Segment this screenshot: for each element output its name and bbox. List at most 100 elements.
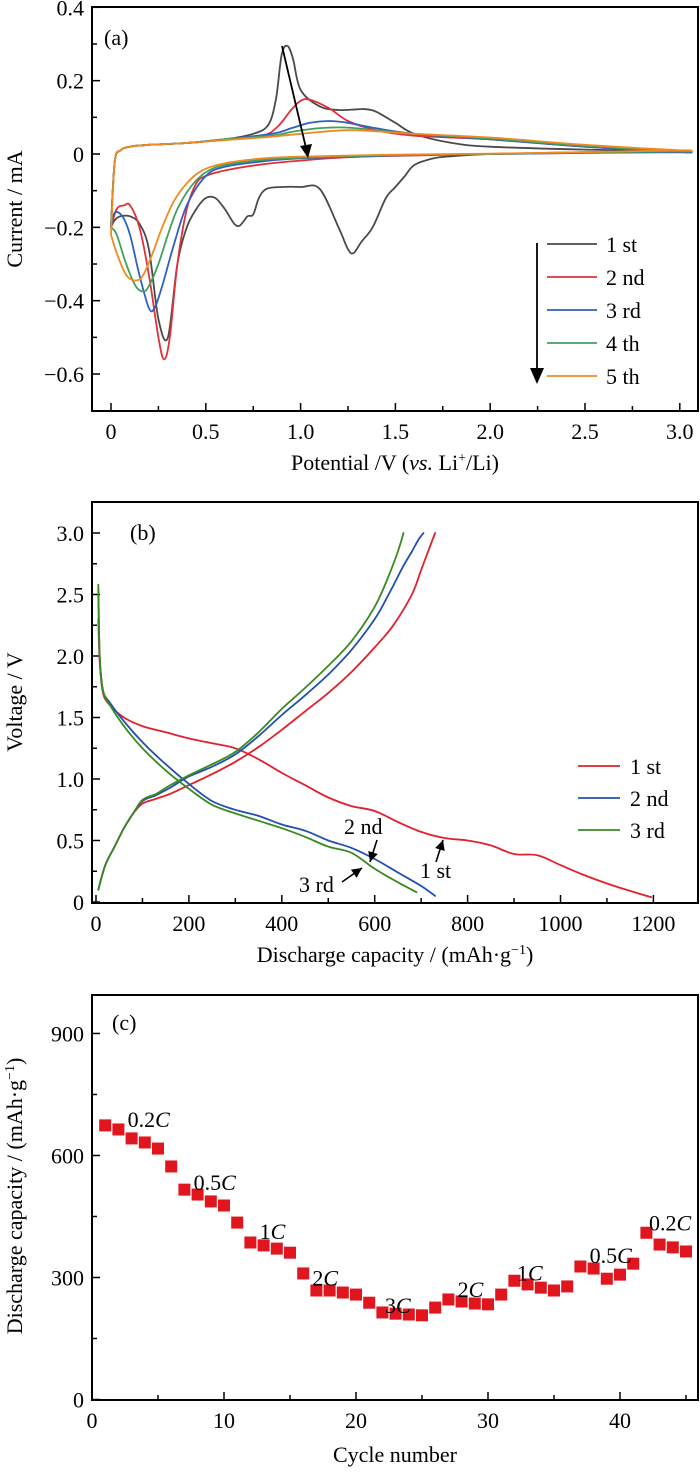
panel-b-plot-frame xyxy=(91,501,699,904)
y-tick-label: 900 xyxy=(51,1021,84,1046)
rate-label: 2C xyxy=(312,1266,338,1291)
panel-c-y-axis-label: Discharge capacity / (mAh·g−1) xyxy=(2,1058,27,1335)
x-tick-label: 800 xyxy=(451,911,484,936)
data-point xyxy=(666,1241,679,1254)
data-point xyxy=(442,1293,455,1306)
data-point xyxy=(350,1288,362,1301)
panel-b-charge-discharge: 0 200 400 600 800 1000 1200 0 0.5 1.0 1.5 2.0 2.5 3.0… xyxy=(2,501,699,967)
legend-label: 1 st xyxy=(630,754,661,779)
panel-a-ticks: 0 0.5 1.0 1.5 2.0 2.5 3.0 0.4 0.2 0 −0.2 −0.4 −0.6 xyxy=(44,0,693,444)
data-point xyxy=(587,1262,600,1275)
discharge-curve-3 xyxy=(97,583,418,894)
y-tick-label: 0 xyxy=(73,890,84,915)
data-point xyxy=(336,1286,349,1299)
x-tick-label: 0.5 xyxy=(192,419,220,444)
annotation-arrowhead xyxy=(368,850,378,862)
x-tick-label: 3.0 xyxy=(666,419,694,444)
data-point xyxy=(191,1188,204,1201)
cv-curve-1 xyxy=(110,44,693,342)
data-point xyxy=(310,1284,323,1297)
panel-a-cv-curves: 0 0.5 1.0 1.5 2.0 2.5 3.0 0.4 0.2 0 −0.2 −0.4 −0.6 (… xyxy=(2,0,699,475)
data-point xyxy=(204,1195,217,1208)
x-tick-label: 600 xyxy=(358,911,391,936)
y-tick-label: 3.0 xyxy=(57,521,85,546)
x-tick-label: 10 xyxy=(213,1408,235,1433)
y-tick-label: 0.4 xyxy=(57,0,85,20)
data-point xyxy=(231,1216,244,1229)
y-tick-label: 0 xyxy=(73,1388,84,1413)
data-point xyxy=(297,1267,310,1280)
y-tick-label: 0 xyxy=(73,142,84,167)
rate-label: 0.2C xyxy=(128,1107,171,1132)
data-point xyxy=(112,1123,125,1136)
y-tick-label: 0.5 xyxy=(57,829,85,854)
x-tick-label: 1.0 xyxy=(287,419,315,444)
data-point xyxy=(482,1298,494,1311)
discharge-curve-2 xyxy=(97,587,436,897)
x-tick-label: 2.5 xyxy=(571,419,599,444)
y-tick-label: 0.2 xyxy=(57,69,85,94)
rate-label: 3C xyxy=(385,1293,411,1318)
data-point xyxy=(99,1119,112,1132)
data-point xyxy=(468,1297,481,1310)
panel-b-annotations: 2 nd 3 rd 1 st xyxy=(299,814,451,897)
data-point xyxy=(284,1246,296,1259)
y-tick-label: 2.5 xyxy=(57,583,85,608)
y-tick-label: −0.2 xyxy=(44,215,84,240)
data-point xyxy=(534,1281,547,1294)
legend-label: 1 st xyxy=(606,232,637,257)
charge-curve-3 xyxy=(97,532,405,891)
panel-b-ticks: 0 200 400 600 800 1000 1200 0 0.5 1.0 1.5 2.0 2.5 3.0 xyxy=(57,521,676,936)
data-point xyxy=(218,1199,230,1212)
panel-a-y-axis-label: Current / mA xyxy=(2,150,27,267)
data-point xyxy=(416,1309,428,1322)
data-point xyxy=(640,1226,653,1239)
legend-label: 2 nd xyxy=(630,786,669,811)
data-point xyxy=(548,1284,560,1297)
x-tick-label: 0 xyxy=(87,1408,98,1433)
rate-label: 1C xyxy=(260,1219,286,1244)
data-point xyxy=(429,1301,442,1314)
data-point xyxy=(270,1242,283,1255)
x-tick-label: 0 xyxy=(91,911,102,936)
panel-b-label: (b) xyxy=(130,520,156,545)
panel-a-legend: 1 st 2 nd 3 rd 4 th 5 th xyxy=(530,232,645,389)
data-point xyxy=(152,1142,164,1155)
panel-a-x-axis-label: Potential /V (vs. Li+/Li) xyxy=(291,450,499,475)
data-point xyxy=(376,1306,389,1319)
data-point xyxy=(561,1280,574,1293)
legend-label: 4 th xyxy=(606,331,640,356)
x-tick-label: 1200 xyxy=(631,911,675,936)
legend-label: 3 rd xyxy=(606,298,641,323)
panel-c-points xyxy=(99,1119,692,1322)
y-tick-label: 2.0 xyxy=(57,644,85,669)
y-tick-label: 1.5 xyxy=(57,706,85,731)
data-point xyxy=(653,1238,666,1251)
legend-label: 5 th xyxy=(606,364,640,389)
panel-a-curves xyxy=(110,44,693,361)
x-tick-label: 20 xyxy=(345,1408,367,1433)
data-point xyxy=(574,1260,587,1273)
x-tick-label: 1.5 xyxy=(382,419,410,444)
panel-b-curves xyxy=(97,532,652,898)
panel-c-label: (c) xyxy=(112,1010,136,1035)
data-point xyxy=(680,1245,692,1258)
discharge-curve-1 xyxy=(97,618,652,898)
panel-a-label: (a) xyxy=(104,25,128,50)
panel-b-y-axis-label: Voltage / V xyxy=(2,652,27,752)
x-tick-label: 1000 xyxy=(539,911,583,936)
annotation-label: 3 rd xyxy=(299,872,334,897)
data-point xyxy=(495,1288,508,1301)
data-point xyxy=(363,1296,376,1309)
cv-curve-5 xyxy=(110,129,693,282)
y-tick-label: 300 xyxy=(51,1265,84,1290)
rate-label: 0.2C xyxy=(649,1211,692,1236)
annotation-label: 1 st xyxy=(420,858,451,883)
x-tick-label: 40 xyxy=(609,1408,631,1433)
data-point xyxy=(165,1160,178,1173)
annotation-arrowhead xyxy=(435,840,445,852)
legend-label: 3 rd xyxy=(630,818,665,843)
y-tick-label: 1.0 xyxy=(57,767,85,792)
panel-b-x-axis-label: Discharge capacity / (mAh·g−1) xyxy=(257,942,534,967)
